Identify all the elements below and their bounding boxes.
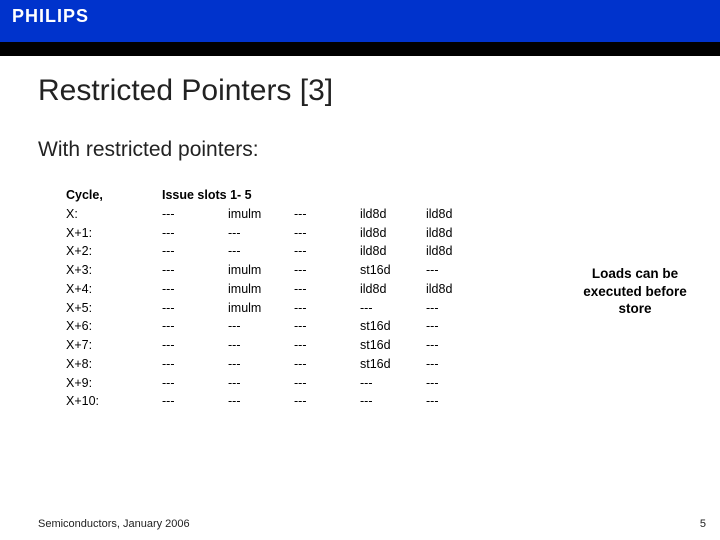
- slot-cell: ---: [228, 392, 288, 411]
- slot-cell: ---: [426, 374, 486, 393]
- slot-cell: st16d: [360, 317, 420, 336]
- slot-cell: ---: [294, 205, 354, 224]
- slot-cell: ild8d: [360, 242, 420, 261]
- slot-cell: ---: [162, 317, 222, 336]
- slot-cell: ---: [228, 224, 288, 243]
- slot-cell: ---: [162, 242, 222, 261]
- col-slot3: --- --- --- --- --- --- --- --- --- --- …: [294, 186, 354, 411]
- cycle-cell: X+3:: [66, 261, 156, 280]
- slot-cell: st16d: [360, 355, 420, 374]
- slot-cell: imulm: [228, 205, 288, 224]
- slot-cell: ild8d: [360, 280, 420, 299]
- col-cycle: Cycle, X: X+1: X+2: X+3: X+4: X+5: X+6: …: [66, 186, 156, 411]
- cycle-cell: X+9:: [66, 374, 156, 393]
- slot-cell: ---: [162, 336, 222, 355]
- header-band: PHILIPS: [0, 0, 720, 42]
- slot-cell: ---: [360, 392, 420, 411]
- slot-cell: ---: [228, 355, 288, 374]
- slot-cell: ild8d: [360, 224, 420, 243]
- slot-cell: imulm: [228, 299, 288, 318]
- cycle-cell: X:: [66, 205, 156, 224]
- slot-cell: st16d: [360, 336, 420, 355]
- cycle-cell: X+10:: [66, 392, 156, 411]
- slot-cell: ---: [228, 374, 288, 393]
- slot-cell: ---: [294, 336, 354, 355]
- slot-cell: st16d: [360, 261, 420, 280]
- slot-cell: ild8d: [360, 205, 420, 224]
- slot-cell: ---: [162, 392, 222, 411]
- slot-cell: ild8d: [426, 242, 486, 261]
- brand-logo: PHILIPS: [12, 6, 89, 27]
- slot-cell: ---: [294, 317, 354, 336]
- slot-cell: ild8d: [426, 205, 486, 224]
- slot-cell: ---: [162, 224, 222, 243]
- slot-cell: ---: [294, 392, 354, 411]
- col-slot4: ild8d ild8d ild8d st16d ild8d --- st16d …: [360, 186, 420, 411]
- cycle-cell: X+4:: [66, 280, 156, 299]
- col-slot1: Issue slots 1- 5 --- --- --- --- --- ---…: [162, 186, 222, 411]
- cycle-cell: X+8:: [66, 355, 156, 374]
- slot-cell: ---: [426, 392, 486, 411]
- slot-cell: ---: [294, 261, 354, 280]
- slot-cell: ---: [162, 261, 222, 280]
- slot-cell: ---: [162, 374, 222, 393]
- col-slot2: imulm --- --- imulm imulm imulm --- --- …: [228, 186, 288, 411]
- page-subtitle: With restricted pointers:: [38, 138, 682, 162]
- slot-cell: ---: [426, 299, 486, 318]
- slot-cell: ---: [162, 299, 222, 318]
- side-comment: Loads can be executed before store: [580, 265, 690, 318]
- cycle-cell: X+2:: [66, 242, 156, 261]
- cycle-header: Cycle,: [66, 186, 156, 205]
- cycle-cell: X+7:: [66, 336, 156, 355]
- slot-cell: ---: [294, 374, 354, 393]
- slot-cell: ---: [228, 317, 288, 336]
- slot-cell: imulm: [228, 280, 288, 299]
- black-band: [0, 42, 720, 56]
- slot-cell: imulm: [228, 261, 288, 280]
- slot-cell: ---: [360, 374, 420, 393]
- slot-cell: ---: [228, 336, 288, 355]
- slot-cell: ---: [426, 317, 486, 336]
- slot-cell: ---: [294, 242, 354, 261]
- page-number: 5: [700, 518, 706, 530]
- slot-cell: ---: [162, 205, 222, 224]
- slot-cell: ---: [294, 280, 354, 299]
- slot-cell: ---: [360, 299, 420, 318]
- slot-cell: ---: [162, 355, 222, 374]
- cycle-cell: X+6:: [66, 317, 156, 336]
- slot-cell: ---: [294, 299, 354, 318]
- cycle-cell: X+1:: [66, 224, 156, 243]
- footer-text: Semiconductors, January 2006: [38, 518, 190, 530]
- slot-cell: ---: [228, 242, 288, 261]
- slide-content: Restricted Pointers [3] With restricted …: [0, 56, 720, 411]
- slot-cell: ---: [426, 336, 486, 355]
- cycle-cell: X+5:: [66, 299, 156, 318]
- slot-cell: ild8d: [426, 280, 486, 299]
- slots-header: Issue slots 1- 5: [162, 186, 222, 205]
- slot-cell: ---: [294, 224, 354, 243]
- slot-cell: ---: [162, 280, 222, 299]
- slot-cell: ild8d: [426, 224, 486, 243]
- col-slot5: ild8d ild8d ild8d --- ild8d --- --- --- …: [426, 186, 486, 411]
- slot-cell: ---: [294, 355, 354, 374]
- slot-cell: ---: [426, 261, 486, 280]
- page-title: Restricted Pointers [3]: [38, 74, 682, 108]
- slot-cell: ---: [426, 355, 486, 374]
